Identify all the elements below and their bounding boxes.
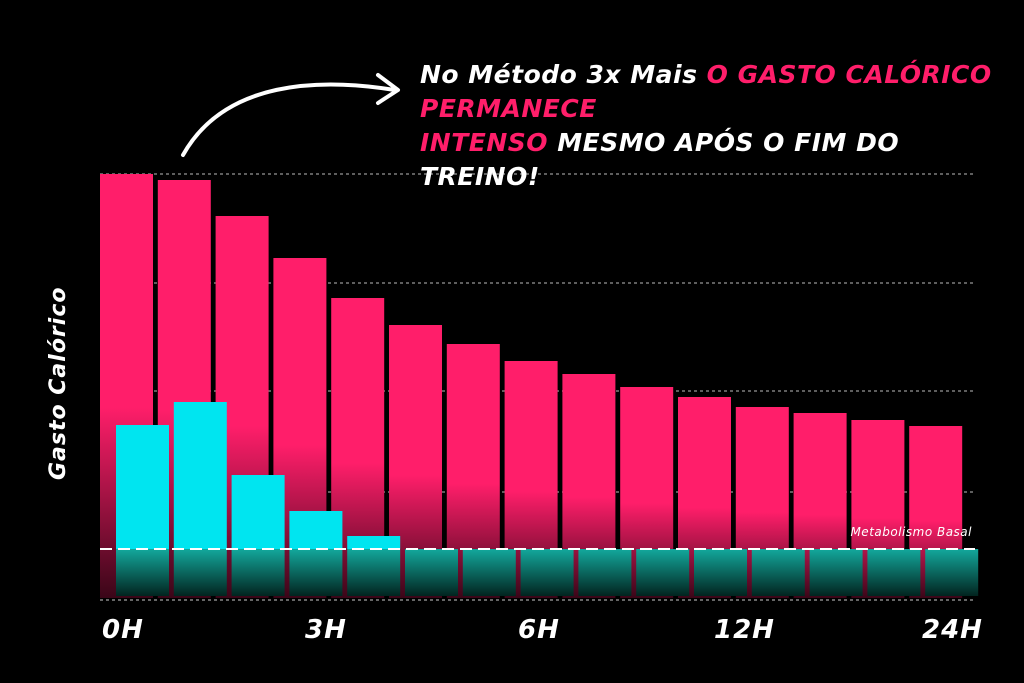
cyan-bar [347,536,401,549]
x-tick-label: 24H [922,615,983,645]
basal-band-segment [116,549,169,596]
x-tick-label: 0H [102,615,144,645]
cyan-bar [289,511,343,549]
cyan-series [116,402,401,549]
cyan-bar [173,402,227,549]
basal-band-segment [809,549,863,596]
x-tick-label: 12H [714,615,775,645]
headline-part2: MESMO APÓS O FIM DO TREINO! [420,128,900,191]
arrow-head [376,73,400,105]
cyan-bar [231,475,285,549]
x-tick-label: 3H [305,615,347,645]
basal-band-segment [636,549,690,596]
pink-series [100,174,963,598]
headline-highlight1: O GASTO CALÓRICO PERMANECE [420,60,992,123]
headline-highlight2: INTENSO [420,128,549,157]
arrow-curve [181,82,397,157]
cyan-bar [116,425,169,549]
headline: No Método 3x Mais O GASTO CALÓRICO PERMA… [420,58,1010,194]
basal-band-segment [867,549,921,596]
headline-part1: No Método 3x Mais [420,60,707,89]
basal-band-segment [347,549,401,596]
basal-band-segment [405,549,458,596]
basal-band [116,549,979,596]
basal-band-segment [520,549,574,596]
basal-band-segment [578,549,632,596]
basal-band-segment [173,549,227,596]
x-tick-label: 6H [518,615,560,645]
basal-band-segment [231,549,285,596]
basal-band-segment [925,549,979,596]
basal-band-segment [289,549,343,596]
y-axis-label: Gasto Calórico [46,286,71,480]
basal-label: Metabolismo Basal [850,525,972,539]
basal-band-segment [751,549,805,596]
basal-band-segment [462,549,516,596]
basal-band-segment [694,549,747,596]
